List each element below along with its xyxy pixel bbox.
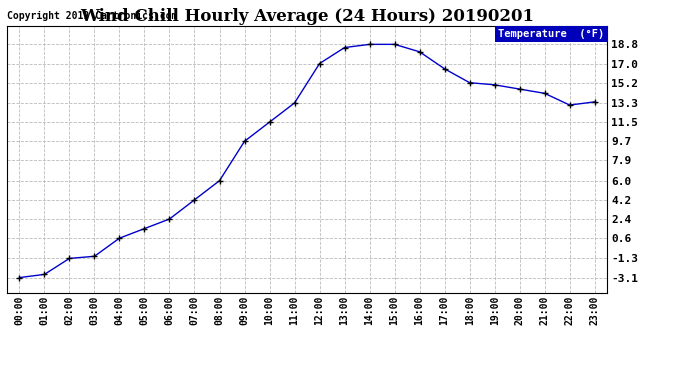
Title: Wind Chill Hourly Average (24 Hours) 20190201: Wind Chill Hourly Average (24 Hours) 201… <box>80 8 534 25</box>
Text: Temperature  (°F): Temperature (°F) <box>498 29 604 39</box>
Text: Copyright 2019 Cartronics.com: Copyright 2019 Cartronics.com <box>7 11 177 21</box>
